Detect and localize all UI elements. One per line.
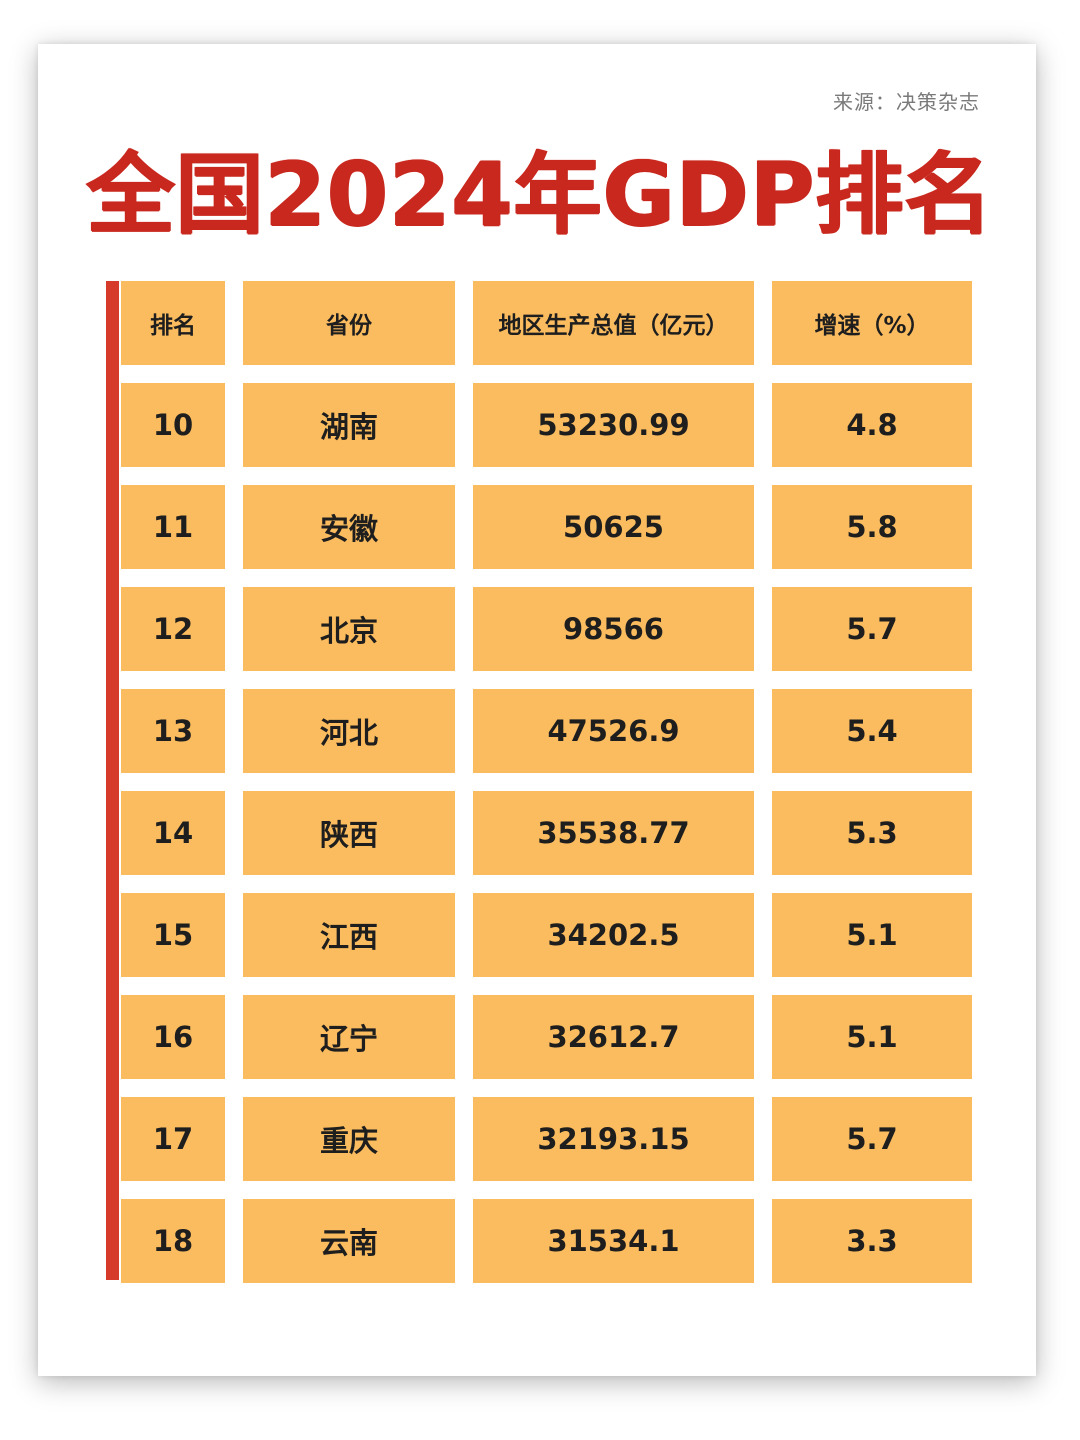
gdp-cell: 50625 [473, 485, 754, 569]
rank-cell: 10 [121, 383, 225, 467]
gdp-cell: 32612.7 [473, 995, 754, 1079]
province-cell: 重庆 [243, 1097, 455, 1181]
gdp-cell: 53230.99 [473, 383, 754, 467]
growth-cell: 5.4 [772, 689, 972, 773]
gdp-cell: 47526.9 [473, 689, 754, 773]
rank-cell: 14 [121, 791, 225, 875]
gdp-cell: 98566 [473, 587, 754, 671]
table-row: 12 北京 98566 5.7 [121, 587, 972, 671]
accent-bar [106, 281, 119, 1280]
header-province: 省份 [243, 281, 455, 365]
table-row: 16 辽宁 32612.7 5.1 [121, 995, 972, 1079]
table-row: 15 江西 34202.5 5.1 [121, 893, 972, 977]
gdp-cell: 34202.5 [473, 893, 754, 977]
province-cell: 云南 [243, 1199, 455, 1283]
header-gdp: 地区生产总值（亿元） [473, 281, 754, 365]
page-title: 全国2024年GDP排名 [86, 143, 994, 246]
gdp-cell: 31534.1 [473, 1199, 754, 1283]
growth-cell: 5.3 [772, 791, 972, 875]
rank-cell: 17 [121, 1097, 225, 1181]
growth-cell: 5.1 [772, 995, 972, 1079]
province-cell: 北京 [243, 587, 455, 671]
rank-cell: 13 [121, 689, 225, 773]
province-cell: 陕西 [243, 791, 455, 875]
growth-cell: 4.8 [772, 383, 972, 467]
gdp-cell: 35538.77 [473, 791, 754, 875]
rank-cell: 16 [121, 995, 225, 1079]
growth-cell: 5.7 [772, 1097, 972, 1181]
province-cell: 河北 [243, 689, 455, 773]
rank-cell: 12 [121, 587, 225, 671]
table-row: 11 安徽 50625 5.8 [121, 485, 972, 569]
rank-cell: 11 [121, 485, 225, 569]
table-row: 13 河北 47526.9 5.4 [121, 689, 972, 773]
growth-cell: 5.7 [772, 587, 972, 671]
growth-cell: 3.3 [772, 1199, 972, 1283]
rank-cell: 15 [121, 893, 225, 977]
header-growth: 增速（%） [772, 281, 972, 365]
table-row: 17 重庆 32193.15 5.7 [121, 1097, 972, 1181]
table-row: 18 云南 31534.1 3.3 [121, 1199, 972, 1283]
gdp-cell: 32193.15 [473, 1097, 754, 1181]
province-cell: 辽宁 [243, 995, 455, 1079]
growth-cell: 5.8 [772, 485, 972, 569]
table-header-row: 排名 省份 地区生产总值（亿元） 增速（%） [121, 281, 972, 365]
province-cell: 安徽 [243, 485, 455, 569]
header-rank: 排名 [121, 281, 225, 365]
province-cell: 江西 [243, 893, 455, 977]
growth-cell: 5.1 [772, 893, 972, 977]
province-cell: 湖南 [243, 383, 455, 467]
rank-cell: 18 [121, 1199, 225, 1283]
table-row: 14 陕西 35538.77 5.3 [121, 791, 972, 875]
table-row: 10 湖南 53230.99 4.8 [121, 383, 972, 467]
source-label: 来源：决策杂志 [833, 90, 980, 114]
